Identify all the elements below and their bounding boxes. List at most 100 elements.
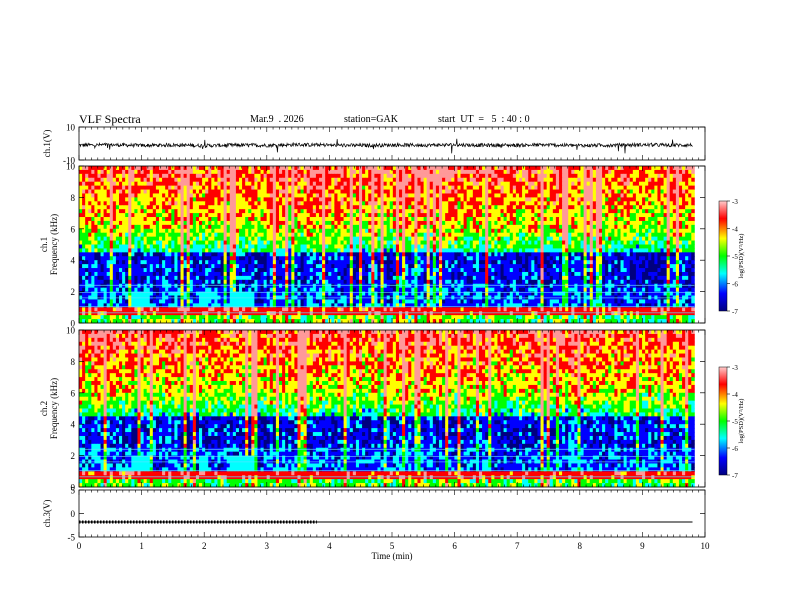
ch1-spec-cell [82,236,86,241]
ch1-spec-cell [275,236,280,241]
ch1-spec-cell [435,213,440,218]
ch1-spec-cell [97,177,101,183]
ch1-spec-cell [91,252,95,257]
ch1-spec-cell [638,209,643,214]
ch1-spec-cell [611,173,615,179]
ch1-spec-cell [574,209,578,214]
ch1-spec-cell [515,240,520,245]
ch1-spec-cell [549,240,554,245]
ch1-spec-cell [638,252,643,257]
ch1-spec-cell [429,224,434,230]
ch1-spec-cell [380,193,385,198]
ch1-spec-cell [88,177,92,183]
ch1-spec-cell [159,177,163,183]
ch1-spec-cell [478,248,483,253]
ch1-spec-cell [688,244,692,249]
ch1-spec-cell [260,189,265,194]
ch1-spec-cell [177,220,181,226]
ch1-spec-cell [420,232,424,238]
ch1-spec-cell [503,193,508,198]
ch1-spec-cell [223,193,228,198]
ch1-spec-cell [620,236,624,241]
ch1-spec-cell [318,181,323,187]
ch1-spec-cell [171,169,175,175]
ch1-spec-cell [586,177,591,183]
ch1-spec-cell [137,173,141,179]
ch1-spec-cell [205,201,209,206]
ch1-spec-cell [331,201,335,206]
ch1-spec-cell [500,240,504,245]
ch1-spec-cell [362,220,366,226]
ch1-spec-cell [251,248,255,253]
ch1-spec-cell [460,217,464,222]
ch1-spec-cell [595,193,600,198]
ch1-spec-cell [152,244,157,249]
ch1-spec-cell [168,236,172,241]
ch1-spec-cell [266,213,271,218]
ch1-spec-cell [325,205,329,210]
ch1-spec-cell [522,173,526,179]
ch1-spec-cell [106,209,111,214]
ch1-spec-cell [300,209,305,214]
ch1-spec-cell [482,209,486,214]
ch1-spec-cell [155,177,160,183]
ch1-spec-cell [663,236,668,241]
ch1-spec-cell [306,244,311,249]
ch1-spec-cell [125,193,129,198]
ch1-spec-cell [137,224,141,230]
ch1-spec-cell [691,236,695,241]
ch1-spec-cell [88,248,92,253]
ch1-spec-cell [202,166,206,171]
ch1-spec-cell [515,166,520,171]
ch1-spec-cell [411,189,415,194]
ch1-spec-cell [189,169,194,175]
ch1-spec-cell [528,205,532,210]
ch1-spec-cell [555,181,560,187]
ch1-spec-cell [312,252,317,257]
ch1-spec-cell [355,185,360,190]
ch1-spec-cell [620,232,624,238]
ch1-spec-cell [537,217,541,222]
ch1-spec-cell [478,205,483,210]
ch1-spec-cell [260,244,265,249]
ch1-spec-cell [377,193,381,198]
ch1-spec-cell [205,169,209,175]
ch1-spec-cell [340,224,345,230]
ch1-spec-cell [242,209,246,214]
ch1-spec-cell [614,252,618,257]
ch1-spec-cell [654,232,658,238]
ch1-spec-cell [189,189,194,194]
ch1-spec-cell [435,201,440,206]
ch1-spec-cell [395,197,400,202]
ch1-spec-cell [162,177,166,183]
ch1-spec-cell [192,205,197,210]
ch1-spec-cell [349,173,354,179]
ch1-spec-cell [214,189,218,194]
ch1-spec-cell [463,236,468,241]
ch1-spec-cell [432,197,437,202]
ch1-spec-cell [488,209,492,214]
ch1-spec-cell [620,193,624,198]
ch1-spec-cell [678,252,683,257]
ch1-spec-cell [278,173,283,179]
ch1-spec-cell [482,197,486,202]
ch1-spec-cell [112,232,117,238]
ch1-spec-cell [269,181,274,187]
ch1-spec-cell [608,256,612,261]
ch1-spec-cell [512,217,517,222]
ch1-spec-cell [571,173,575,179]
ch1-spec-cell [122,201,126,206]
ch1-spec-cell [494,181,498,187]
ch1-spec-cell [429,213,434,218]
ch1-spec-cell [260,220,265,226]
ch1-spec-cell [103,181,108,187]
ch1-spec-cell [272,240,277,245]
ch1-spec-cell [260,181,265,187]
ch1-spec-cell [285,217,289,222]
ch1-spec-cell [312,228,317,234]
ch1-spec-cell [402,248,406,253]
ch1-spec-cell [466,228,471,234]
ch1-spec-cell [528,244,532,249]
ch1-spec-cell [580,232,584,238]
ch1-spec-cell [174,177,178,183]
